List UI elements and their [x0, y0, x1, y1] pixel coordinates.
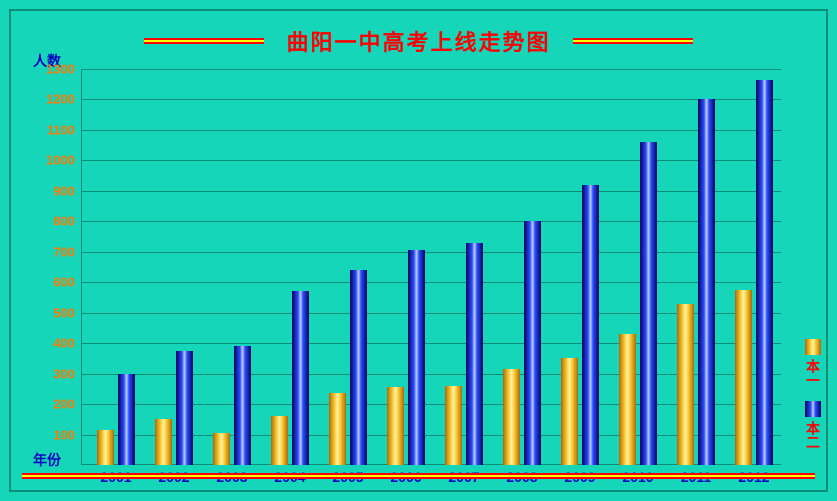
y-tick-label: 1300 — [27, 62, 75, 77]
gridline — [81, 191, 781, 192]
gridline — [81, 130, 781, 131]
legend-label-series-b: 本二 — [803, 421, 823, 449]
bar-a — [677, 304, 694, 465]
chart-frame: 曲阳一中高考上线走势图 人数 年份 本一 本二 1002003004005006… — [0, 0, 837, 501]
bar-b — [176, 351, 193, 465]
bar-b — [756, 80, 773, 465]
y-tick-label: 200 — [27, 397, 75, 412]
bar-b — [524, 221, 541, 465]
y-tick-label: 900 — [27, 183, 75, 198]
bar-a — [213, 433, 230, 465]
y-tick-label: 500 — [27, 305, 75, 320]
legend: 本一 本二 — [793, 339, 833, 463]
plot-area: 本一 本二 1002003004005006007008009001000110… — [81, 69, 781, 465]
bar-a — [445, 386, 462, 465]
bar-b — [582, 185, 599, 465]
bar-b — [292, 291, 309, 465]
y-tick-label: 1000 — [27, 153, 75, 168]
y-tick-label: 1200 — [27, 92, 75, 107]
bar-b — [234, 346, 251, 465]
y-tick-label: 400 — [27, 336, 75, 351]
gridline — [81, 252, 781, 253]
title-row: 曲阳一中高考上线走势图 — [11, 25, 826, 53]
y-tick-label: 300 — [27, 366, 75, 381]
y-tick-label: 600 — [27, 275, 75, 290]
title-rule-right — [573, 38, 693, 44]
bar-a — [619, 334, 636, 465]
bar-b — [350, 270, 367, 465]
bar-a — [561, 358, 578, 465]
y-tick-label: 700 — [27, 244, 75, 259]
bar-b — [408, 250, 425, 465]
bar-a — [735, 290, 752, 465]
bar-a — [271, 416, 288, 465]
bar-a — [387, 387, 404, 465]
y-tick-label: 100 — [27, 427, 75, 442]
bar-a — [155, 419, 172, 465]
legend-label-series-a: 本一 — [803, 359, 823, 387]
chart-title: 曲阳一中高考上线走势图 — [286, 25, 550, 57]
title-rule-left — [144, 38, 264, 44]
gridline — [81, 282, 781, 283]
bar-a — [97, 430, 114, 465]
bar-b — [698, 99, 715, 465]
legend-swatch-series-a — [805, 339, 821, 355]
bar-b — [466, 243, 483, 465]
chart-inner-border: 曲阳一中高考上线走势图 人数 年份 本一 本二 1002003004005006… — [9, 9, 828, 492]
bottom-rule — [22, 473, 815, 479]
y-axis-line — [81, 69, 82, 465]
x-axis-label: 年份 — [33, 450, 61, 470]
bar-a — [503, 369, 520, 465]
y-tick-label: 800 — [27, 214, 75, 229]
bar-b — [118, 374, 135, 465]
y-tick-label: 1100 — [27, 122, 75, 137]
gridline — [81, 99, 781, 100]
gridline — [81, 69, 781, 70]
bar-b — [640, 142, 657, 465]
gridline — [81, 221, 781, 222]
gridline — [81, 313, 781, 314]
gridline — [81, 343, 781, 344]
gridline — [81, 160, 781, 161]
bar-a — [329, 393, 346, 465]
legend-swatch-series-b — [805, 401, 821, 417]
